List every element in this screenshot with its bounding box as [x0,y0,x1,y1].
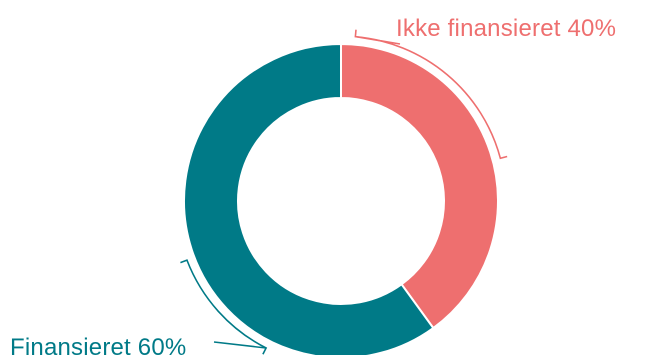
slice-label-ikke-finansieret: Ikke finansieret 40% [396,15,616,42]
leader-tail-ikke-finansieret [355,35,401,45]
leader-tail-finansieret [213,341,267,349]
slice-label-finansieret: Finansieret 60% [10,334,186,355]
donut-slices [183,42,499,355]
slice-finansieret [183,42,435,355]
leader-bracket-finansieret [180,259,268,355]
slice-ikke-finansieret [340,42,499,330]
leader-lines [180,29,508,355]
